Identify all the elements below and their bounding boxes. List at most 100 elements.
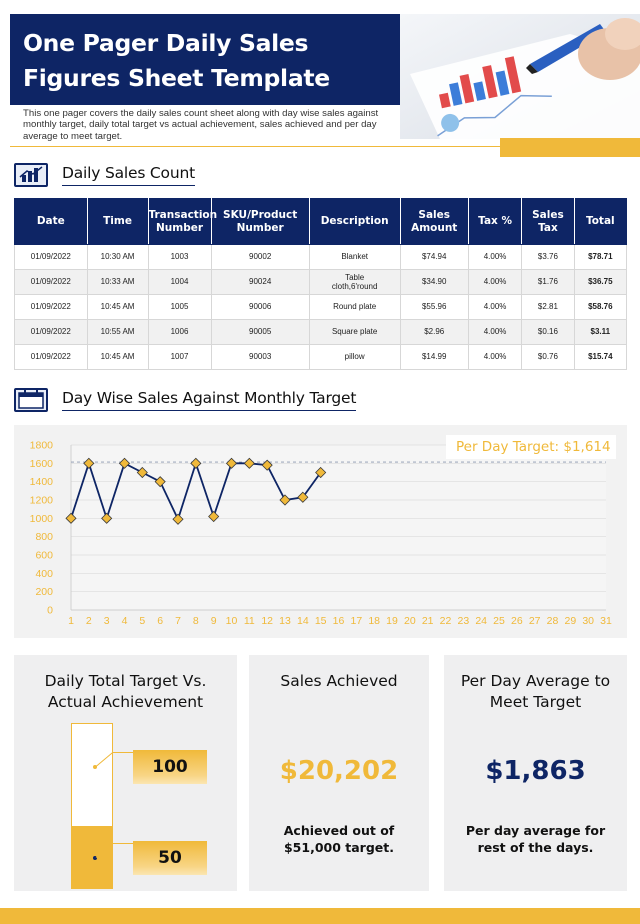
x-tick-label: 4 [122,615,128,627]
x-tick-label: 9 [211,615,217,627]
target-connector [113,752,133,753]
cell-transaction: 1007 [147,344,212,370]
x-tick-label: 29 [564,615,576,627]
x-tick-label: 17 [350,615,362,627]
cell-sales-tax: $3.76 [521,244,575,270]
card-title: Per Day Average to Meet Target [460,672,611,711]
cell-amount: $14.99 [399,344,469,370]
cell-sku: 90024 [210,269,310,295]
actual-marker-dot [93,856,97,860]
cell-description: Blanket [308,244,401,270]
column-header: Transaction Number [147,198,217,245]
x-tick-label: 31 [600,615,612,627]
calendar-icon [14,388,48,412]
per-day-average-note: Per day average for rest of the days. [465,823,606,855]
x-tick-label: 24 [475,615,487,627]
sales-achieved-card: Sales Achieved $20,202 Achieved out of $… [249,655,429,891]
column-header: Sales Amount [399,198,469,245]
cell-tax-percent: 4.00% [467,269,523,295]
x-tick-label: 11 [244,615,255,627]
column-header: Sales Tax [521,198,575,245]
x-tick-label: 5 [139,615,145,627]
y-tick-label: 800 [35,531,53,543]
cell-description: pillow [308,344,401,370]
cell-description: Round plate [308,294,401,320]
page-title: One Pager Daily Sales Figures Sheet Temp… [23,29,330,92]
x-tick-label: 2 [86,615,92,627]
cell-date: 01/09/2022 [14,319,88,345]
cell-sales-tax: $0.76 [521,344,575,370]
cell-tax-percent: 4.00% [467,244,523,270]
x-tick-label: 18 [368,615,380,627]
cell-description: Table cloth,6'round [308,269,401,295]
table-header-row: Date Time Transaction Number SKU/Product… [14,198,628,245]
cell-sales-tax: $1.76 [521,269,575,295]
column-header: Description [308,198,401,245]
day-wise-heading: Day Wise Sales Against Monthly Target [14,388,356,412]
data-point [279,494,291,506]
plot-area [71,445,606,610]
cell-tax-percent: 4.00% [467,344,523,370]
y-tick-label: 600 [35,550,53,562]
per-day-average-value: $1,863 [485,756,586,786]
y-tick-label: 0 [47,605,53,617]
data-point [243,457,255,469]
gold-divider [10,146,500,147]
cell-total: $78.71 [573,244,628,270]
x-tick-label: 25 [493,615,505,627]
cell-total: $36.75 [573,269,628,295]
cell-amount: $34.90 [399,269,469,295]
cell-time: 10:55 AM [86,319,149,345]
x-tick-label: 3 [104,615,110,627]
cell-total: $15.74 [573,344,628,370]
y-tick-label: 1800 [30,440,54,452]
cell-time: 10:33 AM [86,269,149,295]
x-tick-label: 22 [440,615,452,627]
cell-date: 01/09/2022 [14,244,88,270]
table-row: 01/09/2022 10:45 AM 1007 90003 pillow $1… [14,344,628,370]
x-tick-label: 16 [333,615,345,627]
y-tick-label: 1000 [30,513,54,525]
x-tick-label: 21 [422,615,434,627]
cell-time: 10:45 AM [86,294,149,320]
card-title: Sales Achieved [280,672,398,690]
column-header: Total [573,198,628,245]
sales-achieved-value: $20,202 [279,756,399,786]
data-point [172,513,184,525]
cell-transaction: 1005 [147,294,212,320]
x-tick-label: 14 [297,615,309,627]
actual-progress-fill [72,825,112,888]
x-tick-label: 19 [386,615,398,627]
sales-achieved-note: Achieved out of $51,000 target. [283,823,395,855]
table-row: 01/09/2022 10:30 AM 1003 90002 Blanket $… [14,244,628,270]
x-tick-label: 28 [547,615,559,627]
y-tick-label: 400 [35,568,53,580]
column-header: SKU/Product Number [210,198,310,245]
x-tick-label: 6 [157,615,163,627]
target-marker-dot [93,765,97,769]
sales-chart-icon [14,163,48,187]
cell-sales-tax: $0.16 [521,319,575,345]
data-point [83,457,95,469]
data-point [315,466,327,479]
per-day-average-card: Per Day Average to Meet Target $1,863 Pe… [444,655,627,891]
cell-tax-percent: 4.00% [467,294,523,320]
cell-time: 10:45 AM [86,344,149,370]
actual-value: 50 [133,841,207,875]
data-point [208,510,220,523]
y-tick-label: 1400 [30,476,54,488]
footer-bar [0,908,640,924]
cell-sku: 90005 [210,319,310,345]
x-tick-label: 7 [175,615,181,627]
data-point [297,491,309,503]
cell-description: Square plate [308,319,401,345]
table-row: 01/09/2022 10:45 AM 1005 90006 Round pla… [14,294,628,320]
daily-sales-heading: Daily Sales Count [14,163,195,187]
header-band [10,14,400,105]
cell-transaction: 1003 [147,244,212,270]
x-tick-label: 15 [315,615,327,627]
cell-amount: $74.94 [399,244,469,270]
x-tick-label: 13 [279,615,291,627]
actual-connector [113,843,133,844]
x-tick-label: 26 [511,615,523,627]
